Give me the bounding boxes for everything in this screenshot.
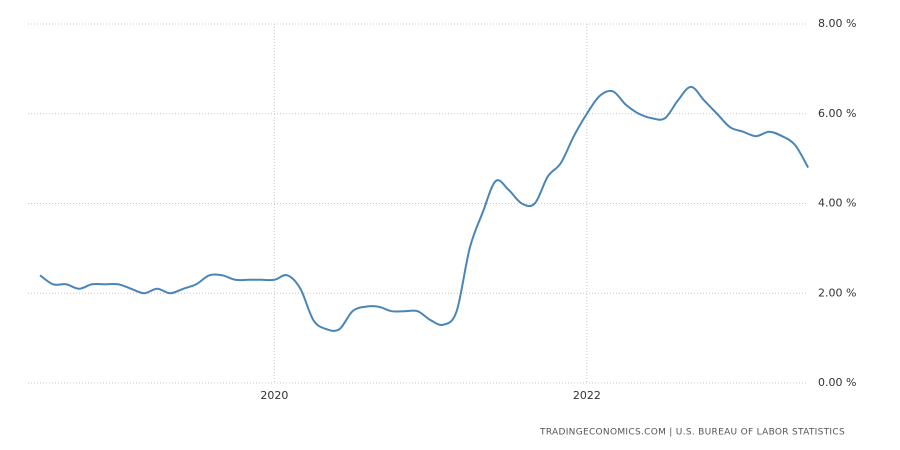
x-tick-label: 2020: [260, 389, 288, 402]
y-tick-label: 8.00 %: [818, 17, 856, 30]
y-tick-label: 4.00 %: [818, 197, 856, 210]
y-tick-label: 0.00 %: [818, 376, 856, 389]
x-tick-label: 2022: [573, 389, 601, 402]
source: TRADINGECONOMICS.COM | U.S. BUREAU OF LA…: [539, 428, 845, 438]
y-tick-label: 6.00 %: [818, 107, 856, 120]
y-tick-label: 2.00 %: [818, 286, 856, 299]
line: [39, 85, 810, 332]
